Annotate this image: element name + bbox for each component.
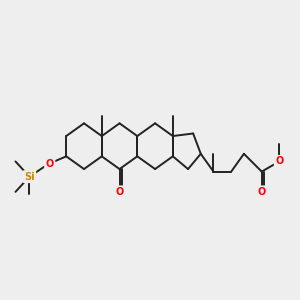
Text: O: O <box>275 156 284 167</box>
Text: O: O <box>116 187 124 197</box>
Text: O: O <box>258 187 266 197</box>
Text: O: O <box>46 159 54 169</box>
Text: Si: Si <box>24 172 35 182</box>
